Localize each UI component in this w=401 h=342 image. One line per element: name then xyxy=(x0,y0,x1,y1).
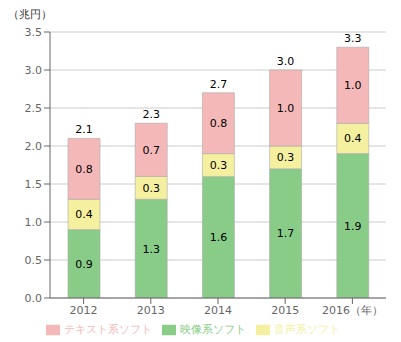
svg-text:1.5: 1.5 xyxy=(25,178,43,191)
svg-text:（兆円）: （兆円） xyxy=(8,8,52,21)
svg-text:2016（年）: 2016（年） xyxy=(322,304,383,317)
svg-text:0.4: 0.4 xyxy=(344,132,362,145)
svg-text:2012: 2012 xyxy=(70,304,98,317)
svg-text:1.6: 1.6 xyxy=(210,231,228,244)
svg-text:0.3: 0.3 xyxy=(142,182,160,195)
svg-text:2013: 2013 xyxy=(137,304,165,317)
html-text:音声系ソフト: 音声系ソフト xyxy=(274,323,340,336)
svg-text:0.3: 0.3 xyxy=(277,151,295,164)
svg-text:1.3: 1.3 xyxy=(142,243,160,256)
svg-text:0.0: 0.0 xyxy=(25,292,43,305)
svg-text:0.4: 0.4 xyxy=(75,208,93,221)
svg-text:0.8: 0.8 xyxy=(210,117,228,130)
svg-text:2014: 2014 xyxy=(204,304,232,317)
svg-text:2.3: 2.3 xyxy=(142,108,160,121)
svg-text:1.9: 1.9 xyxy=(344,220,362,233)
svg-text:2.7: 2.7 xyxy=(210,78,228,91)
svg-text:0.7: 0.7 xyxy=(142,144,160,157)
svg-text:3.5: 3.5 xyxy=(25,26,43,39)
svg-text:3.0: 3.0 xyxy=(25,64,43,77)
svg-text:3.0: 3.0 xyxy=(277,55,295,68)
svg-text:0.3: 0.3 xyxy=(210,159,228,172)
svg-text:2.5: 2.5 xyxy=(25,102,43,115)
svg-text:1.7: 1.7 xyxy=(277,227,295,240)
html-text:テキスト系ソフト: テキスト系ソフト xyxy=(64,323,152,336)
svg-text:1.0: 1.0 xyxy=(344,79,362,92)
svg-text:2.1: 2.1 xyxy=(75,123,93,136)
svg-text:1.0: 1.0 xyxy=(277,102,295,115)
svg-text:2015: 2015 xyxy=(271,304,299,317)
svg-text:2.0: 2.0 xyxy=(25,140,43,153)
svg-text:3.3: 3.3 xyxy=(344,32,362,45)
html-text:映像系ソフト: 映像系ソフト xyxy=(180,323,246,336)
svg-text:0.9: 0.9 xyxy=(75,258,93,271)
svg-text:0.8: 0.8 xyxy=(75,163,93,176)
svg-text:0.5: 0.5 xyxy=(25,254,43,267)
svg-text:1.0: 1.0 xyxy=(25,216,43,229)
